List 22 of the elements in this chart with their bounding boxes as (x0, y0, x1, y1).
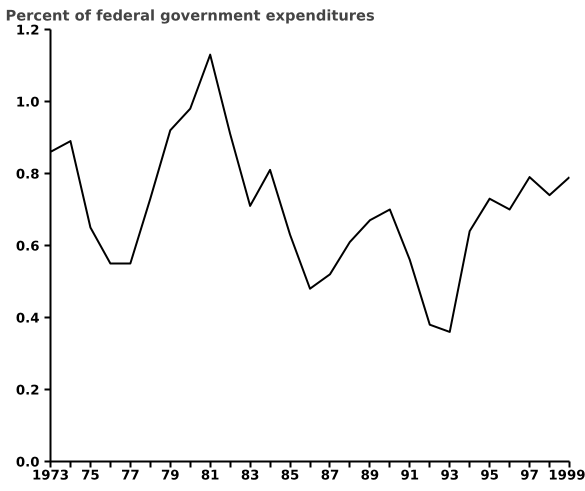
x-tick-label: 85 (280, 468, 300, 484)
x-tick-label: 1999 (548, 468, 585, 484)
x-tick-label: 93 (440, 468, 460, 484)
x-tick-label: 91 (400, 468, 420, 484)
y-tick-label: 0.4 (16, 312, 40, 326)
x-tick-label: 97 (520, 468, 539, 484)
chart-title: Percent of federal government expenditures (6, 8, 375, 24)
y-tick-label: 1.2 (16, 24, 40, 38)
x-tick-label: 83 (240, 468, 260, 484)
y-tick-label: 0.2 (16, 384, 40, 398)
x-tick-label: 77 (121, 468, 140, 484)
x-tick-label: 75 (81, 468, 100, 484)
x-tick-label: 89 (360, 468, 380, 484)
x-tick-label: 81 (200, 468, 220, 484)
y-tick-label: 0.8 (16, 168, 40, 182)
y-tick-label: 0.0 (16, 456, 40, 470)
y-tick-label: 1.0 (16, 96, 40, 110)
x-tick-label: 95 (480, 468, 499, 484)
x-tick-label: 79 (160, 468, 180, 484)
y-tick-label: 0.6 (16, 240, 40, 254)
x-tick-label: 87 (320, 468, 340, 484)
x-tick-label: 1973 (32, 468, 70, 484)
